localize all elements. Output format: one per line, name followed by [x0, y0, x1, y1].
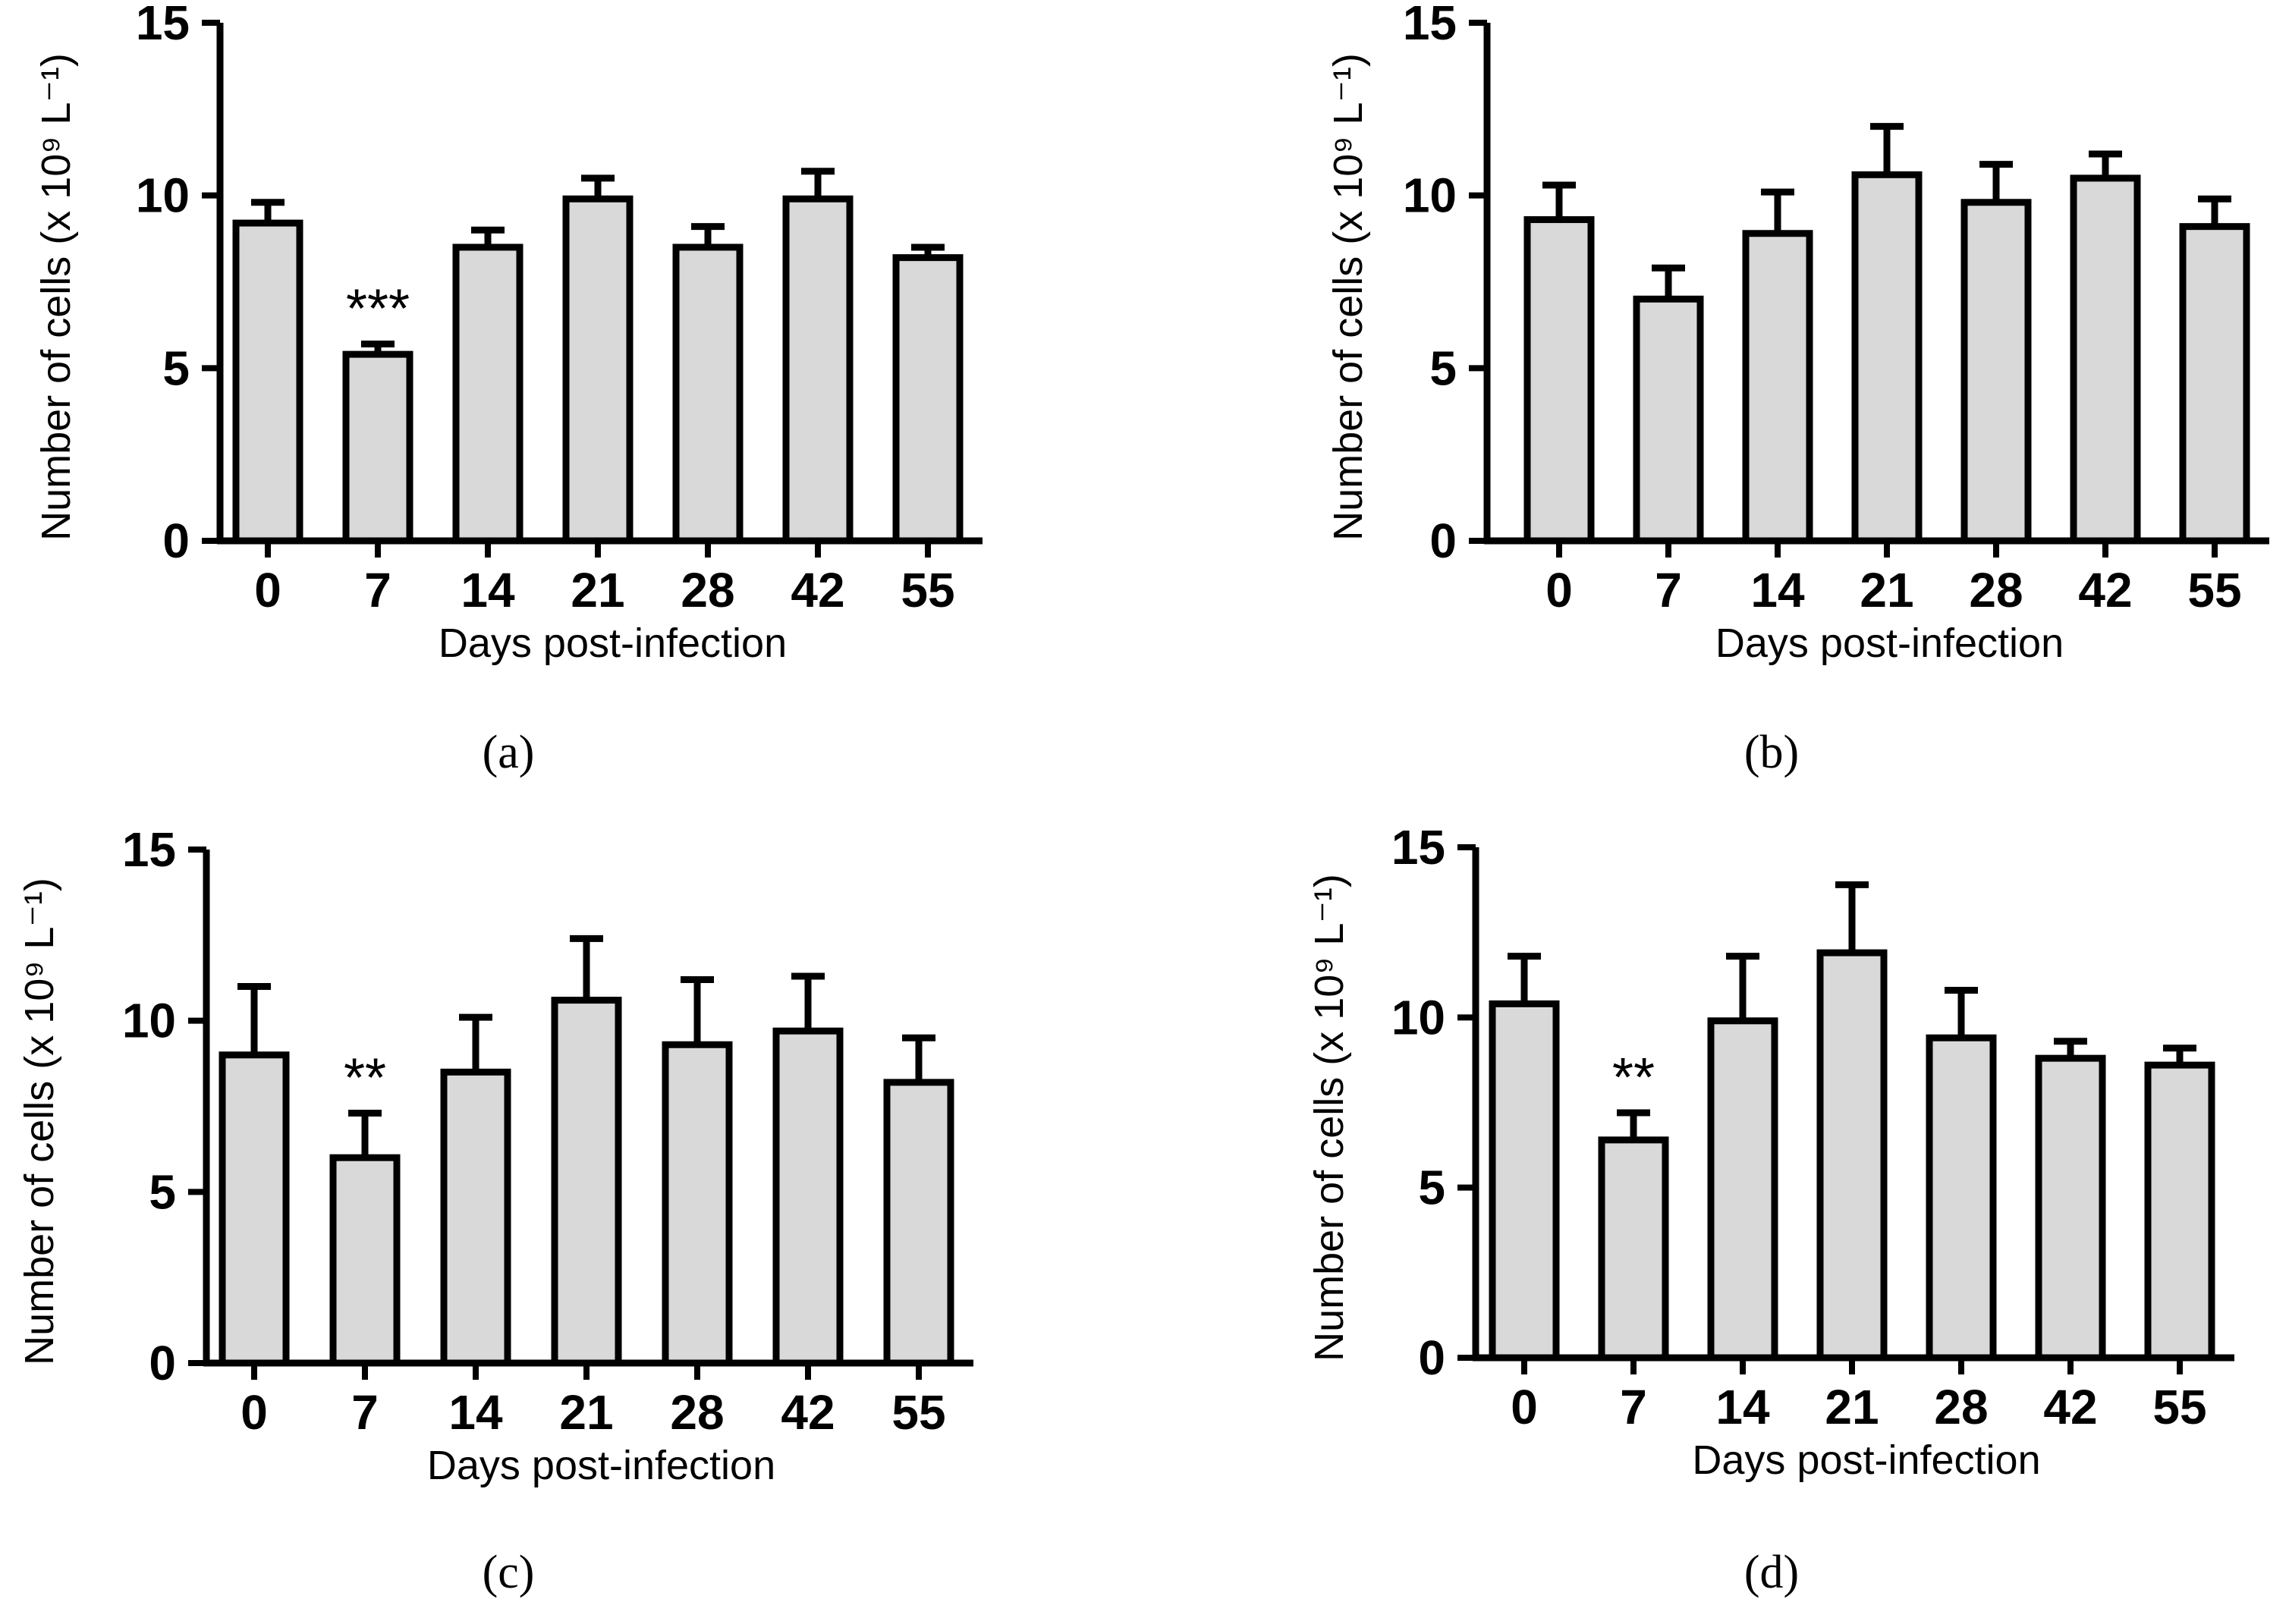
x-tick-label: 55 — [2187, 563, 2241, 617]
x-tick-label: 7 — [364, 563, 391, 617]
x-tick-label: 42 — [781, 1385, 835, 1440]
x-tick-label: 14 — [448, 1385, 503, 1440]
bar — [562, 195, 634, 545]
bar — [782, 195, 854, 545]
y-axis-title: Number of cells (x 10⁹ L⁻¹) — [1306, 874, 1352, 1362]
x-tick-label: 7 — [1655, 563, 1682, 617]
bar — [883, 1079, 954, 1367]
bar — [1926, 1034, 1997, 1362]
y-tick-label: 10 — [136, 168, 190, 223]
bar — [219, 1051, 290, 1367]
x-tick-label: 21 — [571, 563, 624, 617]
bar — [551, 997, 622, 1367]
y-axis-title: Number of cells (x 10⁹ L⁻¹) — [33, 53, 79, 541]
bar — [672, 243, 744, 545]
x-tick-label: 55 — [891, 1385, 945, 1440]
x-tick-label: 28 — [670, 1385, 724, 1440]
x-tick-label: 55 — [2152, 1380, 2206, 1434]
y-tick-label: 15 — [122, 822, 176, 877]
x-tick-label: 7 — [1620, 1380, 1647, 1434]
bar — [1960, 199, 2032, 545]
y-tick-label: 15 — [1391, 820, 1445, 875]
x-tick-label: 42 — [791, 563, 844, 617]
x-axis-title: Days post-infection — [439, 620, 787, 666]
bar — [1489, 1000, 1560, 1362]
chart-panel-0: 0 *** 7 14 21 28 42 55 0 5 10 15 Days post-infection… — [33, 0, 983, 778]
bar — [1523, 216, 1595, 545]
y-axis-title: Number of cells (x 10⁹ L⁻¹) — [1325, 53, 1371, 541]
panel-label: (a) — [483, 727, 535, 778]
bar — [892, 254, 964, 545]
bar — [662, 1041, 733, 1367]
x-tick-label: 28 — [1969, 563, 2023, 617]
y-tick-label: 15 — [136, 0, 190, 50]
x-tick-label: 21 — [1825, 1380, 1879, 1434]
x-tick-label: 14 — [1715, 1380, 1770, 1434]
x-axis-title: Days post-infection — [1715, 620, 2064, 666]
x-tick-label: 7 — [351, 1385, 379, 1440]
bar — [232, 219, 303, 545]
x-tick-label: 14 — [461, 563, 515, 617]
x-tick-label: 14 — [1750, 563, 1805, 617]
chart-panel-1: 0 7 14 21 28 42 55 0 5 10 15 Days post-infection Num… — [1325, 0, 2269, 778]
bar — [2070, 174, 2141, 545]
bar — [1598, 1136, 1669, 1362]
chart-panel-3: 0 ** 7 14 21 28 42 55 0 5 10 15 Days post-infection N… — [1306, 820, 2234, 1598]
y-tick-label: 0 — [149, 1336, 176, 1390]
significance-label: ** — [344, 1048, 386, 1109]
y-tick-label: 5 — [1429, 341, 1457, 395]
significance-label: ** — [1612, 1048, 1655, 1108]
y-tick-label: 10 — [1391, 990, 1445, 1044]
y-tick-label: 0 — [1418, 1330, 1445, 1385]
x-tick-label: 0 — [1545, 563, 1573, 617]
panel-label: (b) — [1744, 727, 1799, 778]
bar — [1707, 1017, 1778, 1362]
chart-panel-2: 0 ** 7 14 21 28 42 55 0 5 10 15 Days post-infection N… — [17, 822, 973, 1598]
bar — [1742, 230, 1813, 545]
panel-label: (d) — [1744, 1547, 1799, 1598]
x-tick-label: 0 — [1511, 1380, 1538, 1434]
x-axis-title: Days post-infection — [1692, 1437, 2040, 1483]
x-tick-label: 42 — [2078, 563, 2132, 617]
y-tick-label: 5 — [162, 341, 190, 395]
x-tick-label: 28 — [681, 563, 734, 617]
x-tick-label: 28 — [1934, 1380, 1988, 1434]
x-tick-label: 0 — [254, 563, 281, 617]
y-axis-title: Number of cells (x 10⁹ L⁻¹) — [17, 878, 62, 1365]
bar — [342, 350, 413, 545]
bar — [1633, 295, 1704, 545]
x-tick-label: 55 — [901, 563, 954, 617]
bar — [452, 243, 524, 545]
x-tick-label: 21 — [559, 1385, 613, 1440]
bar — [2035, 1054, 2106, 1362]
bar — [329, 1154, 401, 1367]
bar — [2144, 1061, 2215, 1362]
y-tick-label: 15 — [1403, 0, 1457, 50]
y-tick-label: 5 — [149, 1164, 176, 1219]
x-axis-title: Days post-infection — [427, 1443, 775, 1488]
x-tick-label: 42 — [2043, 1380, 2097, 1434]
y-tick-label: 0 — [162, 514, 190, 568]
bar — [772, 1027, 844, 1367]
bar — [1816, 949, 1888, 1362]
x-tick-label: 21 — [1860, 563, 1913, 617]
bar — [440, 1068, 511, 1367]
bar — [1851, 171, 1923, 545]
panel-label: (c) — [483, 1547, 535, 1598]
x-tick-label: 0 — [241, 1385, 268, 1440]
y-tick-label: 10 — [122, 994, 176, 1048]
bar — [2179, 223, 2250, 545]
y-tick-label: 0 — [1429, 514, 1457, 568]
significance-label: *** — [346, 278, 410, 339]
y-tick-label: 10 — [1403, 168, 1457, 223]
y-tick-label: 5 — [1418, 1161, 1445, 1215]
